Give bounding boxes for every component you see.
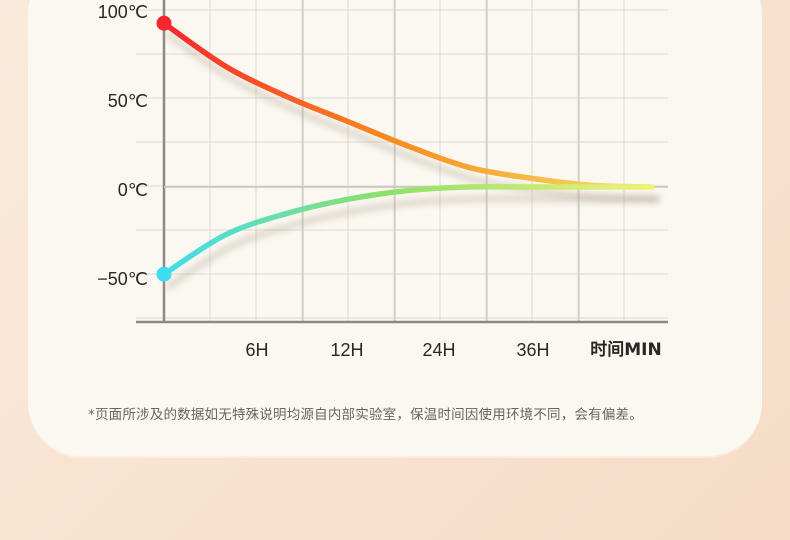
y-tick-label: 0℃ [118, 180, 148, 200]
cold-curve [161, 183, 655, 277]
cold-curve-shadow [166, 195, 660, 290]
curve-shadows [166, 32, 660, 290]
hot-curve [161, 20, 655, 190]
x-tick-label: 6H [245, 340, 268, 360]
tick-labels: 100℃ 50℃ 0℃ −50℃ 6H 12H 24H 36H 时间MIN [97, 2, 661, 360]
y-tick-label: 50℃ [108, 91, 148, 111]
curves [156, 15, 655, 282]
chart-grid [136, 0, 668, 322]
x-tick-label: 36H [516, 340, 549, 360]
y-tick-label: −50℃ [97, 269, 148, 289]
hot-curve-start-point [156, 15, 172, 31]
footnote: *页面所涉及的数据如无特殊说明均源自内部实验室，保温时间因使用环境不同，会有偏差… [88, 407, 643, 423]
y-tick-label: 100℃ [98, 2, 148, 22]
cold-curve-start-point [156, 266, 172, 282]
x-axis-title: 时间MIN [590, 339, 661, 360]
x-tick-label: 12H [330, 340, 363, 360]
hot-curve-shadow [166, 32, 660, 202]
x-tick-label: 24H [422, 340, 455, 360]
